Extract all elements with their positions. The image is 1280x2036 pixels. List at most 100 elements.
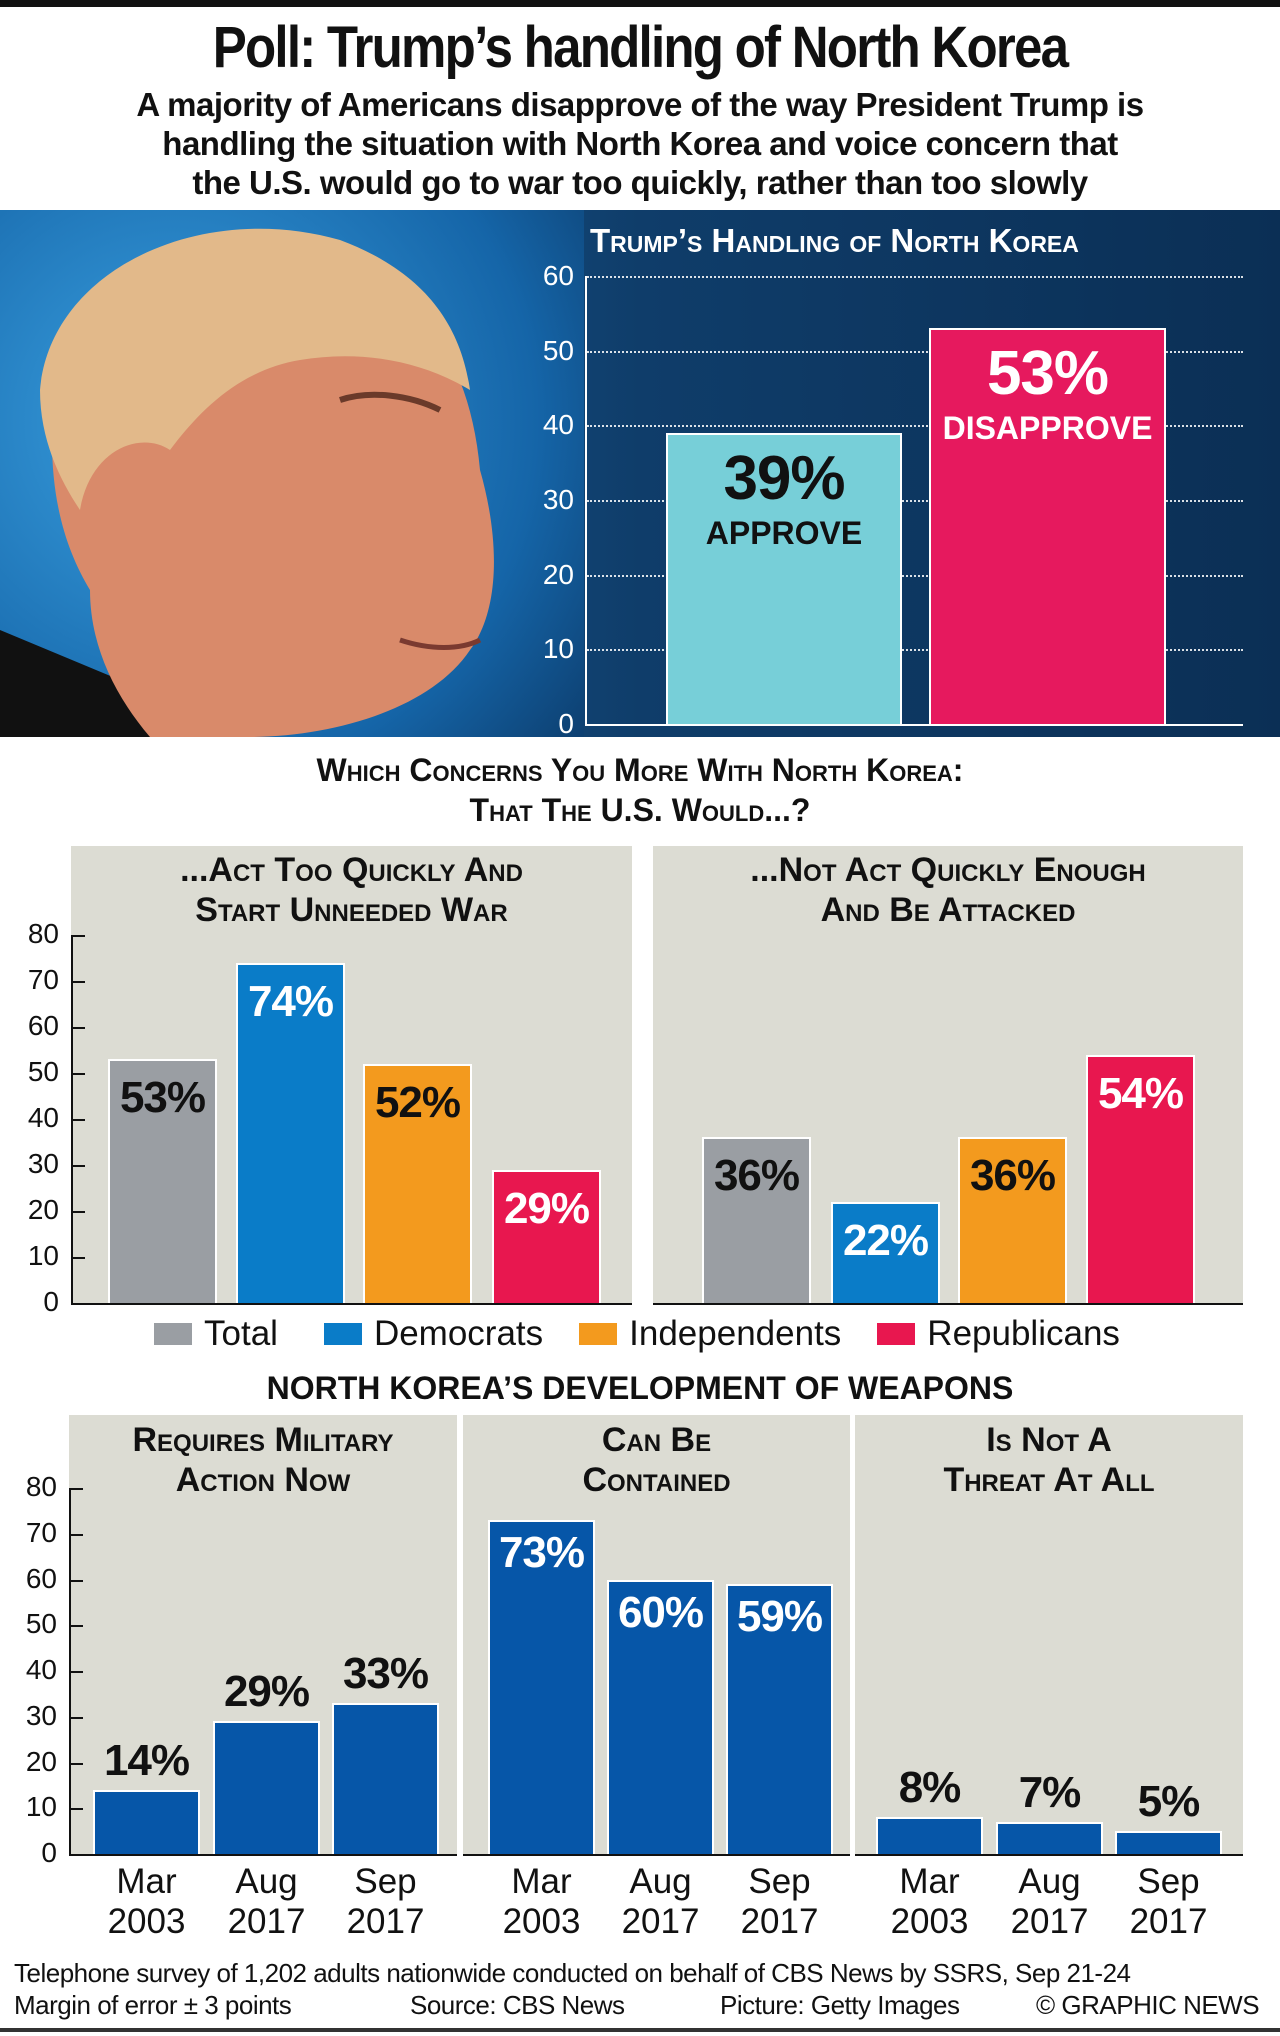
x-tick-year: 2017 <box>1129 1902 1208 1941</box>
weapons-panel <box>463 1415 850 1854</box>
x-axis <box>69 1854 457 1856</box>
approval-chart-panel: Trump’s Handling of North Korea 0 10 20 30 4… <box>0 210 1280 739</box>
panel-title: Is Not A <box>986 1421 1112 1459</box>
bar-value-label: 60% <box>617 1587 704 1637</box>
x-tick-year: 2003 <box>890 1902 969 1941</box>
bar-value-label: 33% <box>342 1649 429 1699</box>
y-tick-label: 60 <box>27 1010 59 1041</box>
bar-value-label: 52% <box>374 1077 461 1127</box>
y-tick-label: 20 <box>25 1745 57 1777</box>
x-tick-label: Mar 2003 <box>482 1862 602 1942</box>
bar-aug-2017 <box>213 1721 320 1854</box>
panel-title: ...Act Too Quickly And <box>180 851 523 889</box>
concerns-heading: Which Concerns You More With North Korea… <box>0 750 1280 830</box>
x-tick-month: Mar <box>511 1862 572 1901</box>
gridline <box>587 574 1243 577</box>
bar-value-label: 54% <box>1097 1068 1184 1118</box>
x-axis <box>653 1303 1243 1305</box>
x-tick-month: Aug <box>235 1862 298 1901</box>
subtitle-line: handling the situation with North Korea … <box>162 125 1118 162</box>
x-tick-label: Sep 2017 <box>326 1862 446 1942</box>
x-axis <box>855 1854 1243 1856</box>
y-tick <box>69 1854 83 1856</box>
bar-value-label: 29% <box>223 1667 310 1717</box>
bar-sep-2017 <box>1115 1831 1222 1854</box>
weapons-panel <box>855 1415 1243 1854</box>
y-axis <box>585 276 587 724</box>
legend-republicans: Republicans <box>927 1314 1120 1353</box>
panel-title: Can Be <box>601 1421 712 1459</box>
panel-title: Start Unneeded War <box>195 891 508 929</box>
gridline <box>587 499 1243 502</box>
legend: Total Democrats Independents Republicans <box>154 1314 1120 1354</box>
panel-title: Threat At All <box>943 1461 1155 1499</box>
y-tick <box>71 1027 85 1029</box>
bar-mar-2003 <box>93 1789 200 1854</box>
y-tick-label: 70 <box>25 1516 57 1548</box>
source-note: Source: CBS News <box>410 1990 625 2020</box>
y-tick <box>69 1762 83 1765</box>
y-tick <box>69 1488 83 1490</box>
concerns-heading-line: That The U.S. Would...? <box>469 792 811 828</box>
y-tick-label: 0 <box>41 1837 57 1868</box>
x-axis <box>463 1854 850 1856</box>
y-tick-label: 10 <box>25 1791 57 1823</box>
y-tick-label: 0 <box>558 708 574 739</box>
bar-value-label: 53% <box>119 1073 206 1123</box>
concerns-heading-line: Which Concerns You More With North Korea… <box>316 752 964 788</box>
weapons-heading: North Korea’s development of weapons <box>266 1370 1014 1406</box>
subtitle-line: the U.S. would go to war too quickly, ra… <box>192 164 1088 201</box>
legend-swatch-republicans <box>877 1323 916 1345</box>
approval-chart-title: Trump’s Handling of North Korea <box>590 222 1079 259</box>
y-axis <box>71 935 73 1303</box>
y-tick <box>69 1808 83 1811</box>
bar-value-label: 36% <box>969 1151 1056 1201</box>
gridline <box>587 425 1243 428</box>
y-tick-label: 30 <box>542 483 574 515</box>
bar-democrats: 22% <box>831 1201 940 1303</box>
y-tick-label: 30 <box>25 1699 57 1731</box>
y-axis <box>69 1488 71 1854</box>
x-axis <box>71 1303 632 1305</box>
legend-swatch-independents <box>579 1323 618 1345</box>
x-tick-year: 2017 <box>621 1902 700 1941</box>
gridline <box>587 649 1243 652</box>
x-tick-year: 2017 <box>1010 1902 1089 1941</box>
x-tick-month: Sep <box>748 1862 811 1901</box>
bar-value-label: 14% <box>103 1735 190 1785</box>
bar-value-label: 22% <box>842 1215 929 1265</box>
y-tick-label: 70 <box>27 964 59 995</box>
margin-note: Margin of error ± 3 points <box>14 1990 292 2020</box>
y-tick-label: 80 <box>25 1471 57 1502</box>
concern-panel <box>71 846 632 1303</box>
weapons-panel <box>69 1415 457 1854</box>
bar-value-label: 74% <box>247 976 334 1026</box>
y-tick <box>69 1625 83 1628</box>
y-tick <box>69 1671 83 1673</box>
y-tick-label: 40 <box>542 409 574 441</box>
y-tick-label: 20 <box>542 558 574 590</box>
panel-title: Contained <box>582 1461 731 1499</box>
x-tick-label: Sep 2017 <box>1109 1862 1229 1942</box>
x-tick-month: Mar <box>899 1862 960 1901</box>
y-tick-label: 50 <box>25 1608 57 1640</box>
y-tick-label: 30 <box>27 1148 59 1179</box>
bar-value-label: 7% <box>1018 1767 1082 1817</box>
y-tick <box>69 1716 83 1719</box>
y-tick-label: 80 <box>27 918 59 949</box>
x-tick-label: Sep 2017 <box>720 1862 840 1942</box>
legend-democrats: Democrats <box>373 1314 544 1353</box>
panel-title: ...Not Act Quickly Enough <box>750 851 1146 889</box>
y-tick-label: 40 <box>25 1654 57 1685</box>
copyright: © GRAPHIC NEWS <box>1036 1990 1260 2020</box>
x-tick-label: Mar 2003 <box>870 1862 990 1942</box>
x-tick-month: Sep <box>1137 1862 1200 1901</box>
bar-republicans: 54% <box>1086 1054 1195 1303</box>
x-tick-month: Sep <box>354 1862 417 1901</box>
y-tick-label: 50 <box>27 1056 59 1087</box>
picture-credit: Picture: Getty Images <box>720 1990 960 2020</box>
legend-swatch-total <box>154 1323 192 1345</box>
concern-panel <box>653 846 1243 1303</box>
bar-approve: 39% Approve <box>666 432 902 724</box>
y-tick <box>71 935 85 937</box>
